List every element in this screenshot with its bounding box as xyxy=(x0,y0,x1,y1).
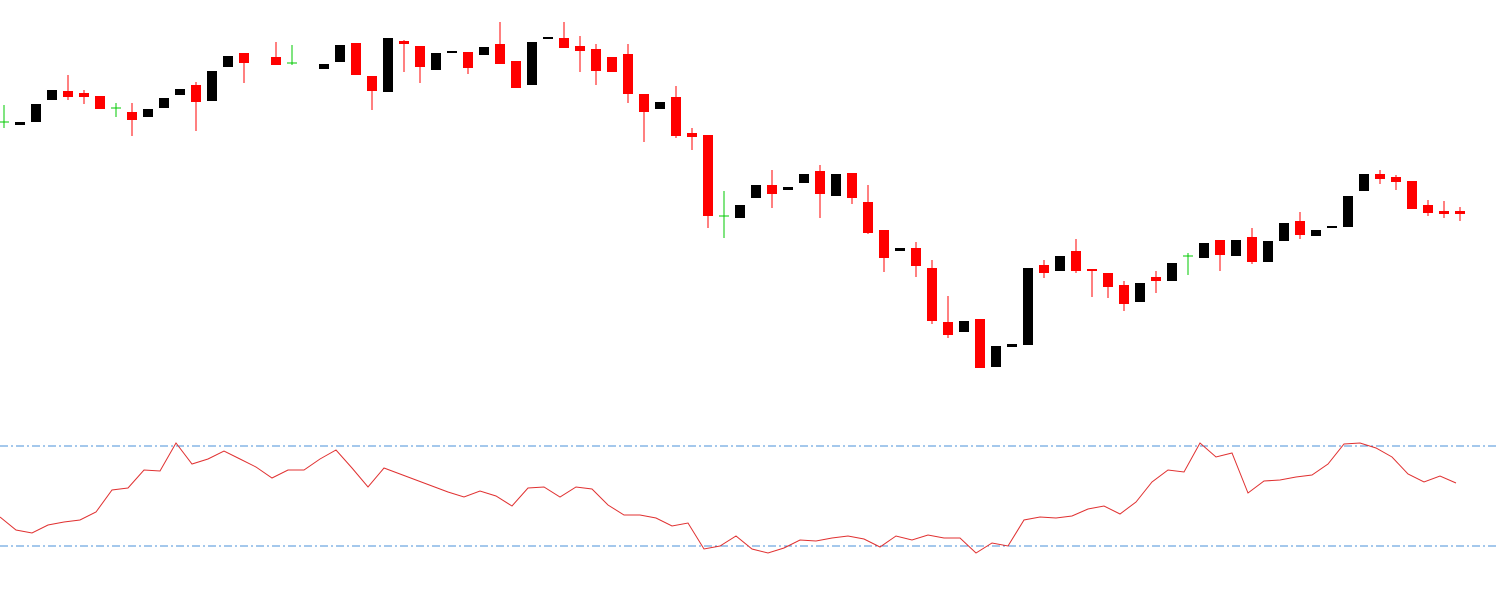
candle-body xyxy=(383,38,393,92)
candle-body xyxy=(143,109,153,117)
candle-body xyxy=(175,89,185,95)
candle-body xyxy=(767,185,777,194)
candle-body xyxy=(687,133,697,137)
candle-body xyxy=(1327,226,1337,228)
candle-body xyxy=(1455,211,1465,214)
candle-body xyxy=(991,346,1001,367)
candle-body xyxy=(1407,181,1417,209)
candle-body xyxy=(959,321,969,332)
candle-body xyxy=(1295,221,1305,235)
candle-body xyxy=(911,248,921,266)
candle-body xyxy=(559,38,569,48)
candle-body xyxy=(927,268,937,321)
candle-body xyxy=(159,98,169,108)
candle-body xyxy=(607,57,617,72)
candle-body xyxy=(415,46,425,67)
candle-body xyxy=(543,37,553,39)
candle-body xyxy=(1247,237,1257,262)
candle-body xyxy=(671,97,681,136)
candle-body xyxy=(1151,277,1161,281)
candle-body xyxy=(1055,256,1065,271)
candle-body xyxy=(1103,273,1113,287)
candle-body xyxy=(1311,230,1321,236)
candle-body xyxy=(1343,196,1353,227)
candle-body xyxy=(1119,285,1129,304)
candle-body xyxy=(847,173,857,198)
candle-body xyxy=(623,54,633,94)
candle-body xyxy=(1439,211,1449,214)
candle-body xyxy=(1375,174,1385,179)
candle-body xyxy=(351,43,361,75)
candle-body xyxy=(271,57,281,65)
candle-body xyxy=(31,104,41,122)
candle-body xyxy=(63,91,73,97)
candle-body xyxy=(15,122,25,125)
candle-body xyxy=(879,230,889,258)
candle-body xyxy=(1167,263,1177,281)
candle-body xyxy=(207,71,217,101)
candle-body xyxy=(863,202,873,233)
candle-body xyxy=(495,44,505,64)
candle-body xyxy=(319,64,329,69)
candle-body xyxy=(95,96,105,109)
candle-body xyxy=(1071,251,1081,271)
candle-body xyxy=(639,94,649,112)
oscillator-line xyxy=(0,442,1457,554)
candle-body xyxy=(895,248,905,251)
candle-body xyxy=(447,51,457,53)
candle-body xyxy=(655,102,665,109)
candle-body xyxy=(815,171,825,194)
candle-body xyxy=(1199,243,1209,258)
candle-body xyxy=(191,85,201,102)
candle-body xyxy=(399,41,409,44)
candle-body xyxy=(943,322,953,335)
candle-body xyxy=(751,185,761,198)
candle-body xyxy=(735,205,745,218)
candle-body xyxy=(799,174,809,183)
candle-body xyxy=(1263,241,1273,262)
candle-body xyxy=(1279,223,1289,241)
candle-body xyxy=(335,45,345,62)
candle-body xyxy=(1087,269,1097,271)
candle-body xyxy=(1039,265,1049,273)
candle-body xyxy=(783,187,793,190)
candle-body xyxy=(591,49,601,71)
candle-body xyxy=(1023,268,1033,345)
candle-body xyxy=(1231,240,1241,256)
candle-body xyxy=(79,93,89,97)
candle-body xyxy=(1135,283,1145,302)
candle-body xyxy=(527,42,537,85)
candle-body xyxy=(1007,344,1017,347)
candle-body xyxy=(431,53,441,70)
candle-body xyxy=(575,46,585,51)
candle-body xyxy=(703,135,713,216)
candle-body xyxy=(47,90,57,100)
candle-body xyxy=(975,319,985,368)
candle-body xyxy=(367,76,377,91)
candle-body xyxy=(127,112,137,120)
candle-body xyxy=(831,174,841,196)
candle-body xyxy=(1359,174,1369,191)
candle-body xyxy=(463,52,473,68)
candle-body xyxy=(239,53,249,63)
candle-body xyxy=(511,61,521,88)
candle-body xyxy=(1423,205,1433,213)
candle-body xyxy=(1215,240,1225,255)
candle-body xyxy=(223,56,233,67)
candle-body xyxy=(1391,177,1401,182)
candle-body xyxy=(479,47,489,55)
